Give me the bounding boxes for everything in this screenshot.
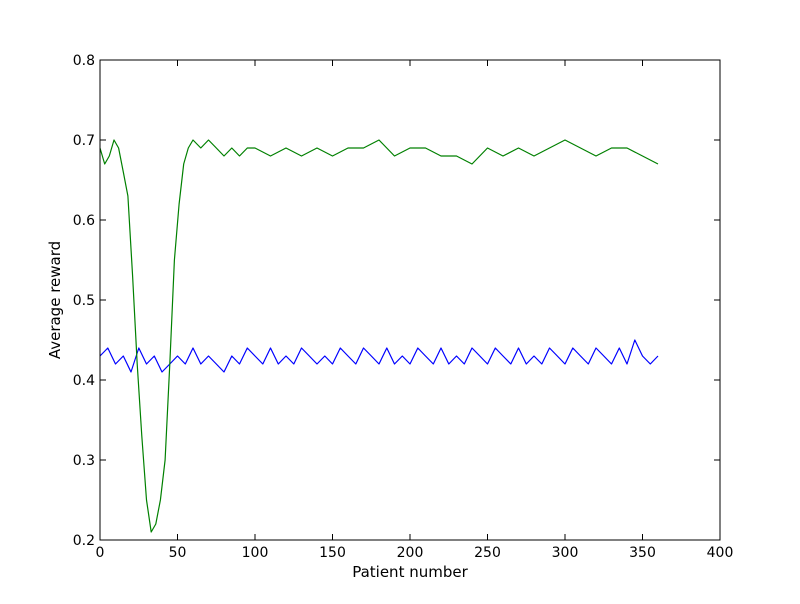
series-line-2 [99, 139, 659, 533]
y-tick-label: 0.2 [73, 533, 95, 549]
y-tick-label: 0.6 [73, 213, 95, 229]
x-tick-label: 350 [629, 545, 656, 561]
series-layer [99, 139, 659, 533]
series-line-1 [99, 339, 659, 373]
y-axis-label: Average reward [46, 241, 64, 359]
x-tick-label: 200 [397, 545, 424, 561]
x-axis-label: Patient number [352, 563, 468, 581]
x-tick-label: 300 [552, 545, 579, 561]
x-tick-label: 150 [319, 545, 346, 561]
x-tick-label: 0 [96, 545, 105, 561]
x-tick-label: 50 [169, 545, 187, 561]
x-tick-label: 400 [707, 545, 734, 561]
plot-area-frame [99, 59, 721, 541]
y-tick-label: 0.7 [73, 133, 95, 149]
y-tick-label: 0.4 [73, 373, 95, 389]
y-tick-label: 0.8 [73, 53, 95, 69]
x-tick-label: 100 [242, 545, 269, 561]
x-tick-label: 250 [474, 545, 501, 561]
y-tick-label: 0.3 [73, 453, 95, 469]
y-tick-label: 0.5 [73, 293, 95, 309]
tick-layer: 0 50 100 150 200 250 300 350 400 0.2 0.3 0.4 0.5 0.6 0… [73, 53, 734, 561]
